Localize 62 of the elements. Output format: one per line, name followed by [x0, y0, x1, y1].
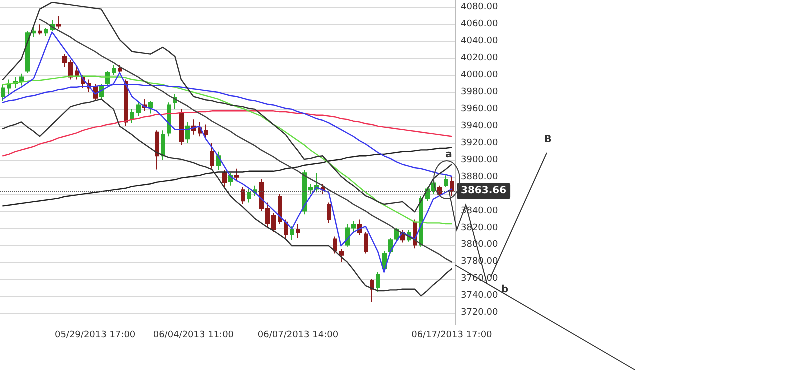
y-tick-label: 4020.00: [461, 54, 498, 64]
y-tick-label: 3900.00: [461, 155, 498, 166]
candlestick: [148, 100, 153, 114]
y-tick-label: 3740.00: [461, 291, 498, 302]
y-tick-label: 3920.00: [461, 138, 498, 148]
line-series: [2, 110, 453, 157]
y-tick-label: 3720.00: [461, 308, 498, 318]
y-tick-label: 4040.00: [461, 36, 498, 47]
candlestick: [136, 100, 141, 117]
candlestick: [56, 16, 61, 30]
candlestick: [284, 219, 288, 239]
candlestick: [38, 24, 42, 36]
candlestick: [247, 188, 251, 204]
line-series: [39, 18, 453, 263]
annotation: a: [446, 150, 452, 161]
line-series: [2, 147, 453, 207]
candlestick: [222, 170, 227, 188]
candlestick: [376, 272, 380, 292]
y-tick-label: 3880.00: [461, 172, 498, 182]
text: B: [544, 134, 552, 146]
candlestick: [155, 130, 159, 170]
candlestick: [278, 194, 282, 225]
candlestick: [296, 224, 300, 239]
x-tick-label: 06/07/2013 14:00: [258, 330, 339, 340]
y-tick-label: 3960.00: [461, 104, 498, 114]
text: b: [501, 284, 509, 296]
candlestick: [450, 176, 454, 197]
candlestick: [44, 28, 48, 37]
x-tick-label: 06/17/2013 17:00: [412, 330, 493, 340]
y-tick-label: 3940.00: [461, 121, 498, 132]
candlestick: [198, 122, 202, 138]
candlestick: [327, 202, 331, 224]
candlestick: [32, 26, 36, 38]
candlestick: [364, 232, 368, 254]
candlestick: [333, 236, 337, 254]
candlestick: [130, 108, 134, 124]
x-tick-label: 06/04/2013 11:00: [153, 330, 234, 340]
candlestick: [210, 142, 214, 170]
candlestick: [234, 168, 239, 182]
candlestick: [25, 30, 30, 74]
candlestick: [75, 64, 79, 80]
candlestick: [161, 130, 165, 161]
candlestick: [7, 79, 11, 95]
y-tick-label: 4080.00: [461, 2, 498, 13]
y-tick-label: 4060.00: [461, 20, 498, 30]
y-tick-label: 3980.00: [461, 87, 498, 98]
candlestick: [185, 122, 190, 144]
candlestick: [112, 64, 116, 76]
candlestick: [444, 175, 448, 188]
line-series: [2, 98, 453, 297]
candlestick: [370, 278, 374, 303]
line-series: [2, 76, 453, 225]
ref-line-label: 3863.66: [461, 186, 507, 197]
candlestick: [241, 187, 245, 206]
x-tick-label: 05/29/2013 17:00: [54, 330, 136, 340]
candlestick: [1, 84, 5, 102]
candlestick: [204, 124, 208, 140]
candlestick: [290, 226, 294, 241]
y-tick-label: 4000.00: [461, 70, 498, 81]
candlestick: [118, 64, 122, 74]
candlestick: [179, 108, 184, 146]
candlestick: [339, 248, 344, 263]
